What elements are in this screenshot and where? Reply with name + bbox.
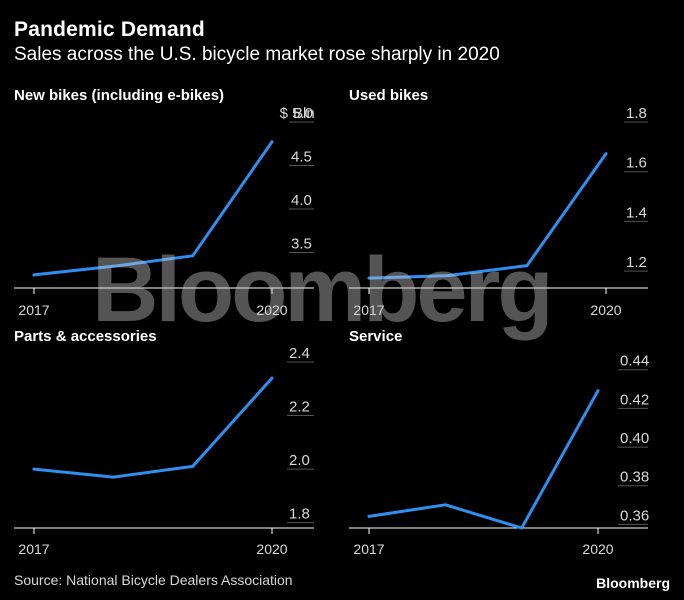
y-tick-label: 1.4 (626, 204, 647, 221)
x-tick-label: 2020 (256, 541, 287, 557)
y-tick-label: 4.5 (291, 149, 312, 166)
data-point (443, 503, 447, 507)
x-tick-label: 2020 (590, 302, 621, 318)
bloomberg-logo: Bloomberg (596, 575, 670, 591)
y-tick-label: 3.5 (291, 236, 312, 253)
y-tick-label: 2.2 (289, 399, 310, 416)
data-point (604, 152, 608, 156)
x-tick-label: 2020 (256, 302, 287, 318)
y-tick-label: 0.40 (620, 430, 649, 447)
x-tick-label: 2017 (353, 302, 384, 318)
data-point (596, 389, 600, 393)
data-point (367, 514, 371, 518)
data-point (111, 264, 115, 268)
y-tick-label: 4.0 (291, 192, 312, 209)
y-tick-label: 1.8 (626, 105, 647, 122)
data-point (191, 254, 195, 258)
data-point (270, 376, 274, 380)
panel-title: Used bikes (349, 87, 428, 104)
y-tick-label: 0.38 (620, 469, 649, 486)
data-point (270, 140, 274, 144)
x-tick-label: 2017 (353, 541, 384, 557)
chart-title: Pandemic Demand (14, 18, 205, 41)
panel-title: New bikes (including e-bikes) (14, 87, 224, 104)
y-tick-label: 1.2 (626, 254, 647, 271)
series-line (367, 389, 600, 530)
data-point (111, 475, 115, 479)
y-tick-label: 1.6 (626, 155, 647, 172)
y-tick-label: 0.36 (620, 507, 649, 524)
y-tick-label: 2.4 (289, 345, 310, 362)
series-line (367, 152, 608, 280)
panel-title: Service (349, 328, 402, 345)
series-line (32, 140, 274, 277)
y-unit-label: Bln (293, 105, 315, 122)
x-tick-label: 2020 (582, 541, 613, 557)
y-tick-label: 0.42 (620, 391, 649, 408)
x-tick-label: 2017 (18, 541, 49, 557)
chart-subtitle: Sales across the U.S. bicycle market ros… (14, 44, 500, 65)
source-note: Source: National Bicycle Dealers Associa… (14, 572, 293, 588)
data-point (525, 264, 529, 268)
panel-title: Parts & accessories (14, 328, 157, 345)
data-point (367, 276, 371, 280)
y-tick-label: 2.0 (289, 452, 310, 469)
data-point (520, 526, 524, 530)
y-tick-label: 1.8 (289, 506, 310, 523)
data-point (191, 464, 195, 468)
data-point (446, 274, 450, 278)
y-tick-label: $ 5.0 (280, 105, 313, 122)
y-tick-label: 0.44 (620, 353, 649, 370)
series-line (32, 376, 274, 479)
data-point (32, 273, 36, 277)
x-tick-label: 2017 (18, 302, 49, 318)
data-point (32, 467, 36, 471)
